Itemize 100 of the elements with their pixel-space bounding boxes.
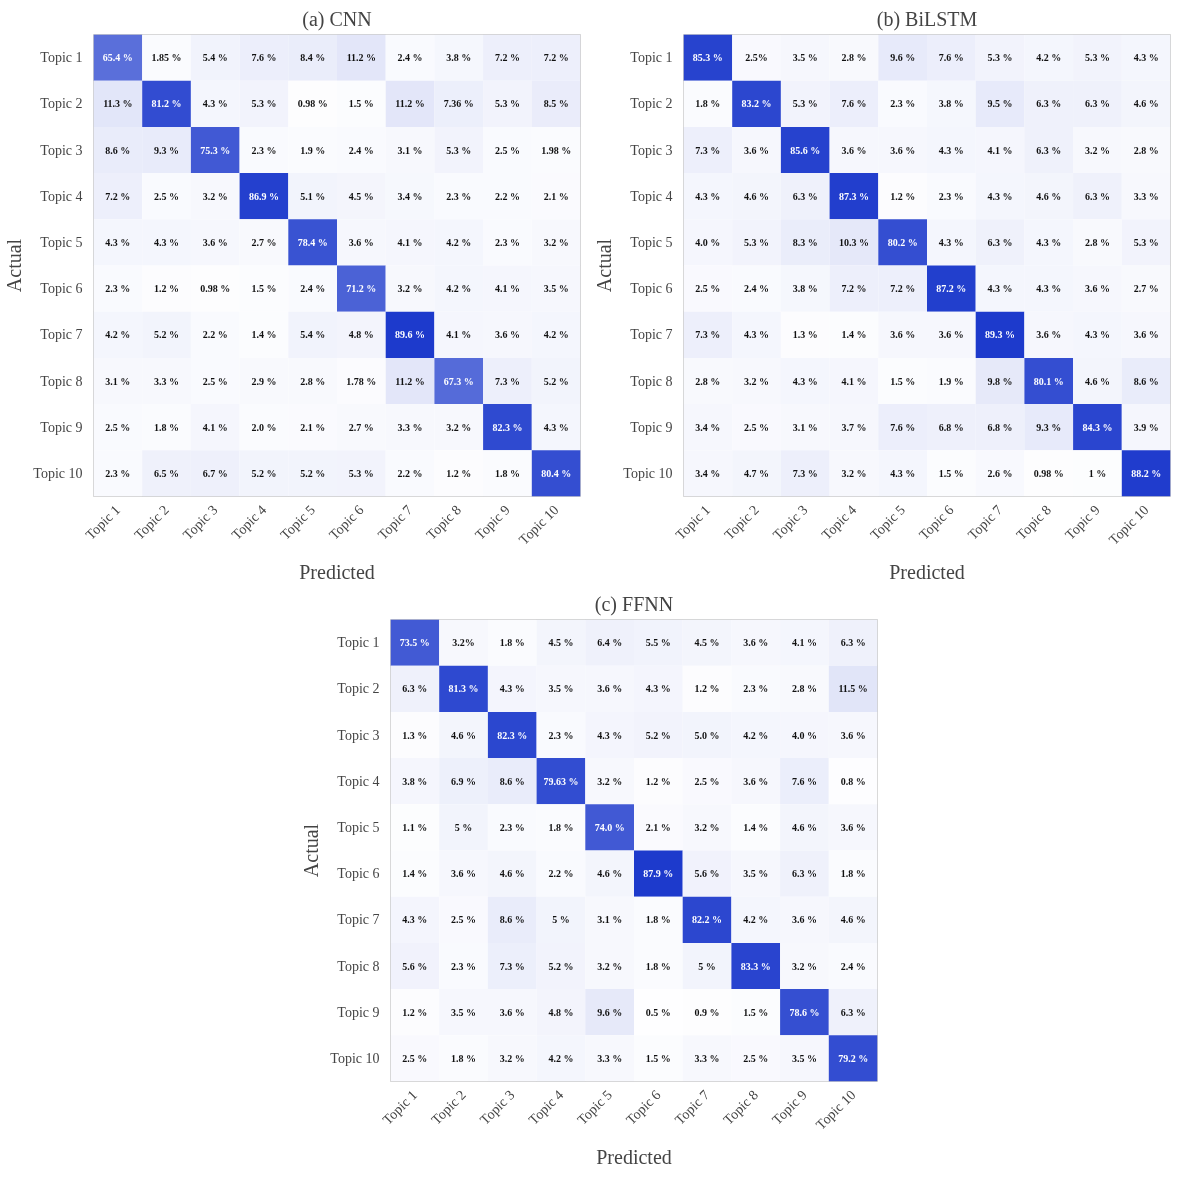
data-label: 1.1 % (402, 821, 428, 833)
data-label: 3.6 % (938, 329, 964, 341)
data-label: 3.2 % (744, 375, 770, 387)
data-label: 0.5 % (645, 1006, 671, 1018)
y-tick-label: Topic 1 (40, 50, 83, 66)
data-label: 82.2 % (692, 914, 723, 926)
y-tick-label: Topic 2 (40, 96, 83, 112)
data-label: 2.9 % (251, 375, 277, 387)
data-label: 79.2 % (838, 1052, 869, 1064)
data-label: 5.2 % (251, 467, 277, 479)
data-label: 2.5 % (451, 914, 477, 926)
data-label: 3.4 % (695, 467, 721, 479)
data-label: 80.1 % (1033, 375, 1064, 387)
data-label: 4.3 % (105, 236, 131, 248)
data-label: 4.8 % (548, 1006, 574, 1018)
data-label: 4.2 % (446, 283, 472, 295)
data-label: 86.9 % (248, 190, 279, 202)
data-label: 4.8 % (348, 329, 374, 341)
y-tick-label: Topic 10 (33, 465, 83, 481)
data-label: 7.6 % (938, 52, 964, 64)
data-label: 1.2 % (402, 1006, 428, 1018)
data-label: 5.2 % (548, 960, 574, 972)
data-label: 5.3 % (446, 144, 472, 156)
data-label: 5.4 % (202, 52, 228, 64)
data-label: 1.9 % (938, 375, 964, 387)
data-label: 2.2 % (548, 868, 574, 880)
data-label: 11.3 % (103, 98, 133, 110)
data-label: 3.8 % (446, 52, 472, 64)
data-label: 2.7 % (1133, 283, 1159, 295)
y-tick-label: Topic 4 (40, 188, 83, 204)
data-label: 3.3 % (397, 421, 423, 433)
data-label: 4.3 % (543, 421, 569, 433)
data-label: 4.6 % (499, 868, 525, 880)
data-label: 4.3 % (499, 683, 525, 695)
data-label: 9.6 % (597, 1006, 623, 1018)
data-label: 4.2 % (446, 236, 472, 248)
data-label: 1.98 % (541, 144, 572, 156)
y-tick-label: Topic 3 (630, 142, 673, 158)
data-label: 3.2% (452, 637, 475, 649)
data-label: 1.5 % (645, 1052, 671, 1064)
data-label: 3.2 % (202, 190, 228, 202)
data-label: 5.3 % (987, 52, 1013, 64)
data-label: 5 % (552, 914, 570, 926)
data-label: 4.1 % (791, 637, 817, 649)
data-label: 1.4 % (841, 329, 867, 341)
data-label: 4.6 % (791, 821, 817, 833)
data-label: 3.4 % (695, 421, 721, 433)
data-label: 6.3 % (402, 683, 428, 695)
data-label: 3.1 % (105, 375, 131, 387)
data-label: 0.9 % (694, 1006, 720, 1018)
data-label: 5.3 % (251, 98, 277, 110)
data-label: 4.1 % (446, 329, 472, 341)
data-label: 6.3 % (791, 868, 817, 880)
data-label: 2.4 % (348, 144, 374, 156)
data-label: 2.3 % (105, 467, 131, 479)
data-label: 83.2 % (741, 98, 772, 110)
data-label: 78.6 % (789, 1006, 820, 1018)
data-label: 3.2 % (597, 960, 623, 972)
data-label: 5.2 % (645, 729, 671, 741)
data-label: 3.9 % (1133, 421, 1159, 433)
data-label: 3.6 % (791, 914, 817, 926)
data-label: 7.6 % (890, 421, 916, 433)
data-label: 2.5 % (202, 375, 228, 387)
data-label: 4.3 % (1036, 236, 1062, 248)
data-label: 4.6 % (840, 914, 866, 926)
data-label: 7.3 % (695, 144, 721, 156)
data-label: 1 % (1088, 467, 1107, 479)
data-label: 2.1 % (300, 421, 326, 433)
data-label: 5.4 % (300, 329, 326, 341)
data-label: 4.2 % (743, 729, 769, 741)
data-label: 4.6 % (597, 868, 623, 880)
data-label: 7.2 % (890, 283, 916, 295)
data-label: 7.2 % (841, 283, 867, 295)
data-label: 1.78 % (346, 375, 377, 387)
data-label: 7.3 % (792, 467, 818, 479)
data-label: 4.3 % (695, 190, 721, 202)
data-label: 3.8 % (402, 775, 428, 787)
data-label: 7.3 % (695, 329, 721, 341)
data-label: 1.5 % (348, 98, 374, 110)
data-label: 2.3 % (251, 144, 277, 156)
data-label: 1.8 % (645, 914, 671, 926)
data-label: 3.8 % (938, 98, 964, 110)
data-label: 11.2 % (395, 375, 425, 387)
data-label: 4.7 % (744, 467, 770, 479)
data-label: 4.3 % (202, 98, 228, 110)
data-label: 3.6 % (1133, 329, 1159, 341)
data-label: 4.3 % (1084, 329, 1110, 341)
data-label: 4.2 % (543, 329, 569, 341)
data-label: 80.2 % (887, 236, 918, 248)
data-label: 8.6 % (105, 144, 131, 156)
data-label: 74.0 % (594, 821, 625, 833)
data-label: 8.6 % (1133, 375, 1159, 387)
data-label: 2.5 % (494, 144, 520, 156)
data-label: 5.3 % (494, 98, 520, 110)
data-label: 3.6 % (499, 1006, 525, 1018)
data-label: 3.1 % (597, 914, 623, 926)
data-label: 4.6 % (744, 190, 770, 202)
y-tick-label: Topic 8 (630, 373, 673, 389)
data-label: 3.6 % (840, 729, 866, 741)
data-label: 2.3 % (938, 190, 964, 202)
